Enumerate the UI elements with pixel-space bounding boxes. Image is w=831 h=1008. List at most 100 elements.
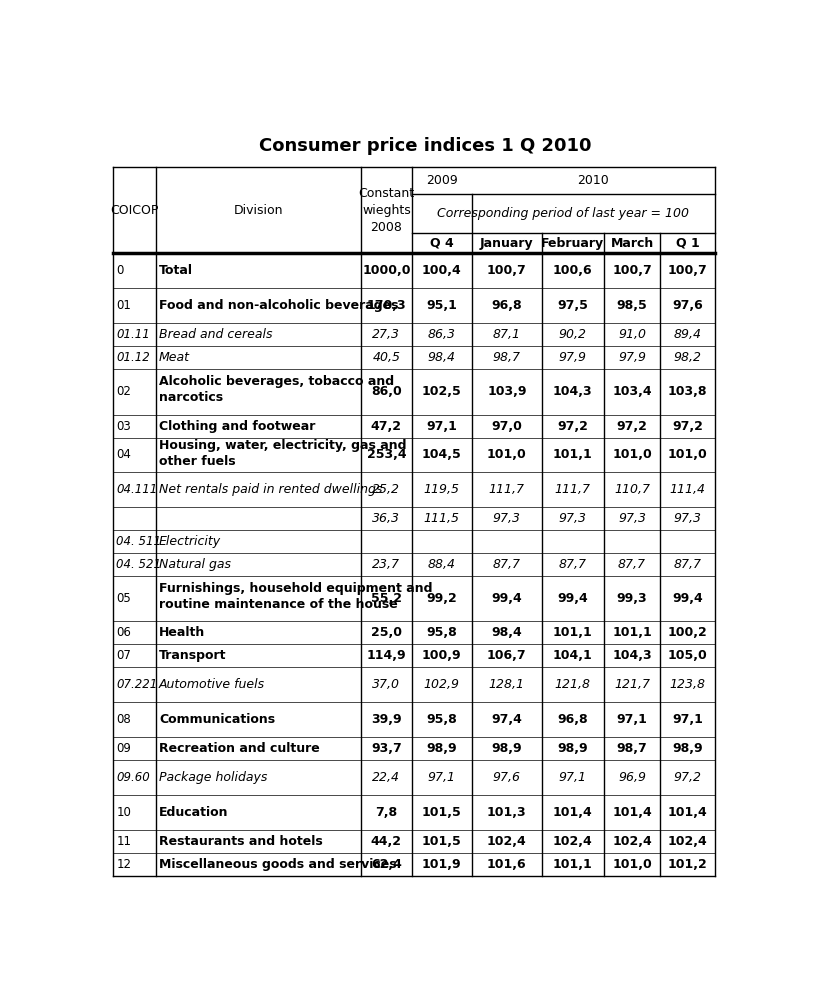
Text: 04. 511: 04. 511 xyxy=(116,534,161,547)
Text: 101,0: 101,0 xyxy=(612,449,652,462)
Text: 04: 04 xyxy=(116,449,131,462)
Text: 101,0: 101,0 xyxy=(667,449,707,462)
Text: 44,2: 44,2 xyxy=(371,835,402,848)
Text: 25,2: 25,2 xyxy=(372,483,401,496)
Text: 101,5: 101,5 xyxy=(422,805,462,818)
Text: Corresponding period of last year = 100: Corresponding period of last year = 100 xyxy=(437,207,689,220)
Text: 93,7: 93,7 xyxy=(371,742,401,755)
Text: 87,1: 87,1 xyxy=(493,328,521,341)
Text: 97,2: 97,2 xyxy=(673,771,701,784)
Text: 12: 12 xyxy=(116,858,131,871)
Text: 37,0: 37,0 xyxy=(372,678,401,691)
Text: 98,7: 98,7 xyxy=(617,742,647,755)
Text: 87,7: 87,7 xyxy=(558,557,587,571)
Text: 111,7: 111,7 xyxy=(555,483,591,496)
Text: 97,1: 97,1 xyxy=(428,771,455,784)
Text: Transport: Transport xyxy=(159,649,226,662)
Text: 97,6: 97,6 xyxy=(493,771,521,784)
Text: 98,9: 98,9 xyxy=(492,742,522,755)
Text: 03: 03 xyxy=(116,420,131,432)
Text: Constant
wieghts
2008: Constant wieghts 2008 xyxy=(358,186,415,234)
Text: 95,1: 95,1 xyxy=(426,299,457,312)
Text: 06: 06 xyxy=(116,626,131,639)
Text: Communications: Communications xyxy=(159,713,275,726)
Text: Total: Total xyxy=(159,264,193,277)
Text: 95,8: 95,8 xyxy=(426,626,457,639)
Text: 05: 05 xyxy=(116,592,131,605)
Text: 101,3: 101,3 xyxy=(487,805,527,818)
Text: 99,3: 99,3 xyxy=(617,592,647,605)
Text: 128,1: 128,1 xyxy=(489,678,525,691)
Text: 102,4: 102,4 xyxy=(487,835,527,848)
Text: 101,2: 101,2 xyxy=(667,858,707,871)
Text: 01.12: 01.12 xyxy=(116,351,150,364)
Text: 08: 08 xyxy=(116,713,131,726)
Text: 97,3: 97,3 xyxy=(673,512,701,524)
Text: 23,7: 23,7 xyxy=(372,557,401,571)
Text: March: March xyxy=(611,237,654,250)
Text: 102,9: 102,9 xyxy=(424,678,460,691)
Text: 106,7: 106,7 xyxy=(487,649,527,662)
Text: 104,1: 104,1 xyxy=(553,649,593,662)
Text: 103,9: 103,9 xyxy=(487,385,527,398)
Text: 86,3: 86,3 xyxy=(428,328,455,341)
Text: Net rentals paid in rented dwellings: Net rentals paid in rented dwellings xyxy=(159,483,382,496)
Text: Clothing and footwear: Clothing and footwear xyxy=(159,420,315,432)
Text: 01.11: 01.11 xyxy=(116,328,150,341)
Text: 101,1: 101,1 xyxy=(553,626,593,639)
Text: 98,9: 98,9 xyxy=(426,742,457,755)
Text: 27,3: 27,3 xyxy=(372,328,401,341)
Text: 2010: 2010 xyxy=(578,174,609,187)
Text: Consumer price indices 1 Q 2010: Consumer price indices 1 Q 2010 xyxy=(259,137,592,155)
Text: 101,0: 101,0 xyxy=(612,858,652,871)
Text: 102,4: 102,4 xyxy=(553,835,593,848)
Text: Q 4: Q 4 xyxy=(430,237,454,250)
Text: 121,7: 121,7 xyxy=(614,678,650,691)
Text: 101,1: 101,1 xyxy=(553,449,593,462)
Text: 100,6: 100,6 xyxy=(553,264,593,277)
Text: 09: 09 xyxy=(116,742,131,755)
Text: 101,0: 101,0 xyxy=(487,449,527,462)
Text: 110,7: 110,7 xyxy=(614,483,650,496)
Text: 111,4: 111,4 xyxy=(670,483,706,496)
Text: 100,2: 100,2 xyxy=(667,626,707,639)
Text: 101,4: 101,4 xyxy=(553,805,593,818)
Text: 0: 0 xyxy=(116,264,124,277)
Text: 11: 11 xyxy=(116,835,131,848)
Text: Restaurants and hotels: Restaurants and hotels xyxy=(159,835,322,848)
Text: 114,9: 114,9 xyxy=(366,649,406,662)
Text: 07.221: 07.221 xyxy=(116,678,158,691)
Text: 87,7: 87,7 xyxy=(673,557,701,571)
Text: 98,9: 98,9 xyxy=(672,742,703,755)
Text: 88,4: 88,4 xyxy=(428,557,455,571)
Text: 97,0: 97,0 xyxy=(491,420,523,432)
Text: 89,4: 89,4 xyxy=(673,328,701,341)
Text: COICOP: COICOP xyxy=(111,204,159,217)
Text: 104,5: 104,5 xyxy=(422,449,462,462)
Text: 10: 10 xyxy=(116,805,131,818)
Text: 97,9: 97,9 xyxy=(618,351,646,364)
Text: 62,4: 62,4 xyxy=(371,858,402,871)
Text: 101,6: 101,6 xyxy=(487,858,527,871)
Text: 90,2: 90,2 xyxy=(558,328,587,341)
Text: 87,7: 87,7 xyxy=(618,557,646,571)
Text: 97,9: 97,9 xyxy=(558,351,587,364)
Text: 101,4: 101,4 xyxy=(667,805,707,818)
Text: 97,4: 97,4 xyxy=(491,713,523,726)
Text: 2009: 2009 xyxy=(426,174,458,187)
Text: 1000,0: 1000,0 xyxy=(362,264,411,277)
Text: 99,4: 99,4 xyxy=(558,592,588,605)
Text: Recreation and culture: Recreation and culture xyxy=(159,742,320,755)
Text: 104,3: 104,3 xyxy=(553,385,593,398)
Text: 111,5: 111,5 xyxy=(424,512,460,524)
Text: 170,3: 170,3 xyxy=(366,299,406,312)
Text: 87,7: 87,7 xyxy=(493,557,521,571)
Text: 99,4: 99,4 xyxy=(672,592,703,605)
Text: 47,2: 47,2 xyxy=(371,420,402,432)
Text: 100,7: 100,7 xyxy=(667,264,707,277)
Text: 105,0: 105,0 xyxy=(667,649,707,662)
Text: 97,1: 97,1 xyxy=(426,420,457,432)
Text: 100,7: 100,7 xyxy=(487,264,527,277)
Text: 98,5: 98,5 xyxy=(617,299,647,312)
Text: 97,2: 97,2 xyxy=(558,420,588,432)
